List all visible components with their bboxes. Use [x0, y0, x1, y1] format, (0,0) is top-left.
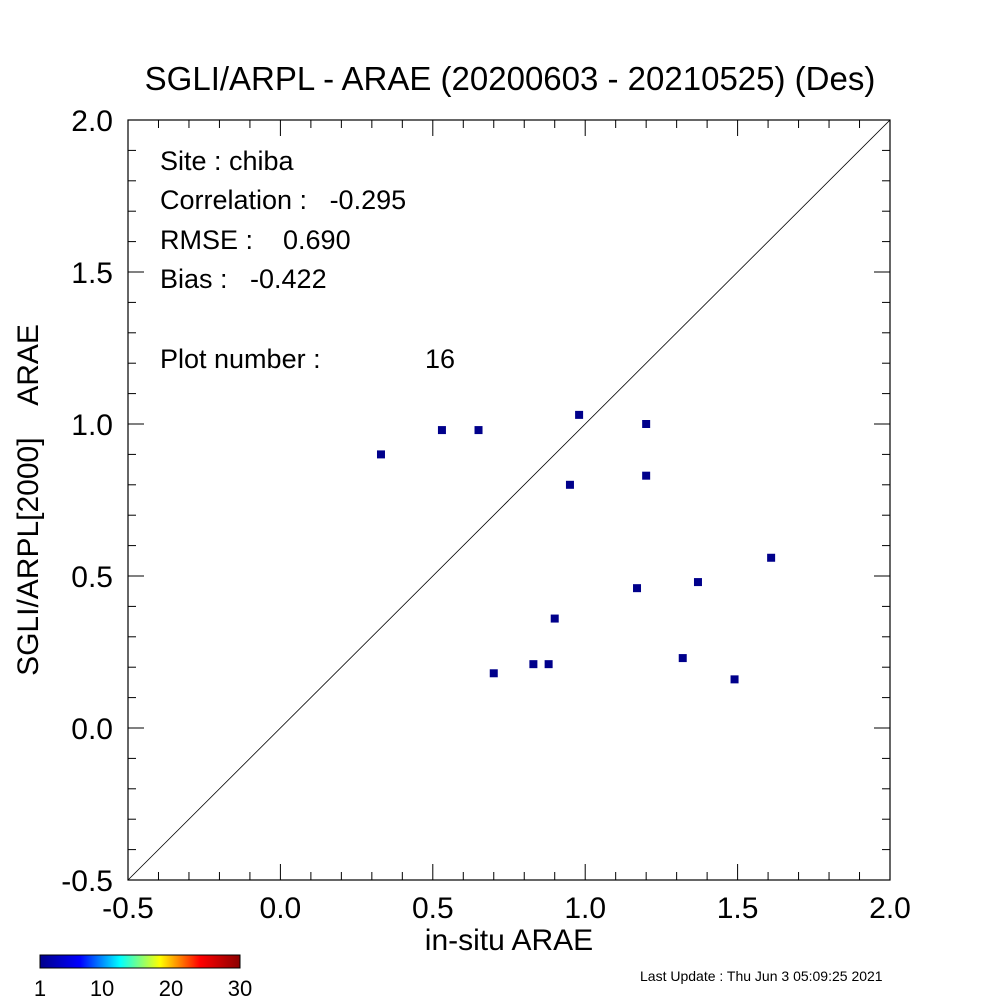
last-update-text: Last Update : Thu Jun 3 05:09:25 2021: [640, 968, 883, 984]
plot-number-value: 16: [425, 344, 455, 374]
data-point: [437, 426, 446, 435]
colorbar-tick-label: 30: [228, 976, 252, 1000]
data-point: [544, 660, 553, 669]
one-to-one-line: [127, 119, 891, 881]
y-tick-label: 0.5: [71, 561, 113, 594]
y-axis: -0.5 0.0 0.5 1.0 1.5 2.0: [61, 105, 890, 898]
chart-title: SGLI/ARPL - ARAE (20200603 - 20210525) (…: [145, 60, 876, 97]
data-point: [730, 675, 739, 684]
rmse-annotation: RMSE : 0.690: [160, 225, 351, 255]
colorbar-tick-label: 1: [34, 976, 46, 1000]
x-tick-label: 2.0: [869, 892, 911, 925]
data-point: [489, 669, 498, 678]
site-annotation: Site : chiba: [160, 146, 295, 176]
x-axis-label: in-situ ARAE: [425, 924, 593, 957]
x-tick-label: 1.5: [717, 892, 759, 925]
x-tick-label: 1.0: [564, 892, 606, 925]
plot-frame: [127, 119, 891, 881]
x-axis: -0.5 0.0 0.5 1.0 1.5 2.0: [102, 120, 911, 925]
x-tick-label: 0.0: [260, 892, 302, 925]
y-tick-label: 1.0: [71, 409, 113, 442]
colorbar: 1 10 20 30: [34, 954, 252, 1000]
x-tick-label: -0.5: [102, 892, 154, 925]
colorbar-scale: [39, 954, 241, 969]
stats-annotations: Site : chiba Correlation : -0.295 RMSE :…: [160, 146, 455, 374]
colorbar-tick-label: 10: [90, 976, 114, 1000]
plot-number-label: Plot number :: [160, 344, 321, 374]
data-point: [678, 654, 687, 663]
y-axis-label: SGLI/ARPL[2000] ARAE: [12, 324, 45, 676]
y-tick-label: 2.0: [71, 105, 113, 138]
data-point: [376, 450, 385, 459]
data-point: [693, 578, 702, 587]
data-point: [642, 420, 651, 428]
bias-annotation: Bias : -0.422: [160, 264, 327, 294]
data-point: [767, 553, 776, 562]
y-tick-label: -0.5: [61, 865, 113, 898]
data-point: [575, 410, 584, 419]
data-point: [633, 584, 642, 593]
y-tick-label: 1.5: [71, 257, 113, 290]
data-point: [565, 480, 574, 489]
x-tick-label: 0.5: [412, 892, 454, 925]
data-point: [550, 614, 559, 623]
y-tick-label: 0.0: [71, 713, 113, 746]
colorbar-tick-label: 20: [159, 976, 183, 1000]
data-point: [642, 471, 651, 480]
plot-area: [127, 119, 891, 881]
data-point: [474, 426, 483, 435]
data-point: [529, 660, 538, 669]
correlation-annotation: Correlation : -0.295: [160, 185, 406, 215]
